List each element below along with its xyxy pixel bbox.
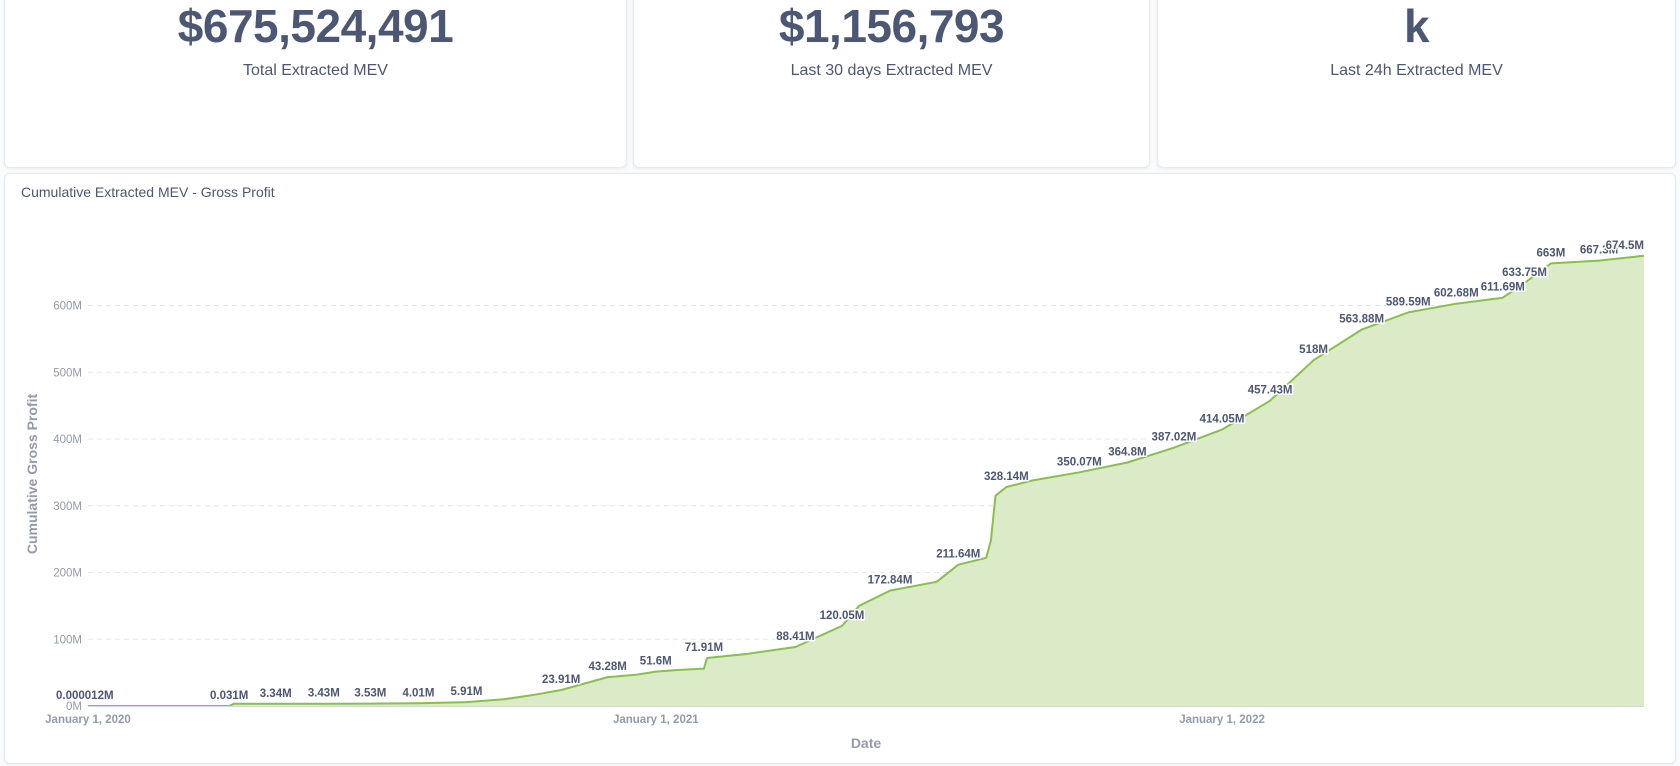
chart-title[interactable]: Cumulative Extracted MEV - Gross Profit — [21, 184, 275, 200]
y-tick-label: 600M — [53, 301, 82, 313]
cumulative-mev-chart[interactable]: 0M 100M 200M 300M 400M 500M 600M January 1, 20… — [5, 174, 1677, 765]
data-label: 414.05M — [1200, 414, 1245, 426]
data-label: 674.5M — [1606, 240, 1644, 252]
data-label: 518M — [1299, 344, 1328, 356]
data-label: 457.43M — [1248, 385, 1293, 397]
stat-card-24h[interactable]: k Last 24h Extracted MEV — [1157, 0, 1676, 168]
data-label: 387.02M — [1152, 432, 1197, 444]
data-label: 172.84M — [868, 575, 913, 587]
y-tick-label: 500M — [53, 367, 82, 379]
y-tick-label: 300M — [53, 501, 82, 513]
data-label: 633.75M — [1502, 267, 1547, 279]
x-tick-label: January 1, 2020 — [45, 714, 131, 726]
cumulative-area[interactable] — [88, 255, 1644, 707]
data-label: 0.031M — [210, 690, 248, 702]
data-label: 23.91M — [542, 674, 580, 686]
data-label: 4.01M — [402, 687, 434, 699]
data-label: 5.91M — [451, 686, 483, 698]
stat-card-30-days[interactable]: $1,156,793 Last 30 days Extracted MEV — [633, 0, 1150, 168]
data-label: 589.59M — [1386, 296, 1431, 308]
data-label: 43.28M — [589, 661, 627, 673]
y-tick-label: 100M — [53, 634, 82, 646]
total-mev-label: Total Extracted MEV — [243, 62, 388, 79]
x-tick-label: January 1, 2021 — [613, 714, 699, 726]
y-tick-label: 200M — [53, 568, 82, 580]
data-label: 364.8M — [1108, 446, 1146, 458]
cumulative-line[interactable] — [88, 254, 1645, 707]
data-label: 563.88M — [1339, 314, 1384, 326]
y-axis-title: Cumulative Gross Profit — [24, 394, 40, 555]
last-24h-mev-value: k — [1403, 0, 1430, 52]
last-30-days-mev-value: $1,156,793 — [778, 0, 1005, 52]
data-label: 663M — [1537, 247, 1566, 259]
y-axis-ticks: 0M 100M 200M 300M 400M 500M 600M — [53, 301, 82, 714]
y-tick-label: 0M — [66, 701, 82, 713]
data-label: 51.6M — [640, 656, 672, 668]
x-tick-label: January 1, 2022 — [1179, 714, 1265, 726]
total-mev-value: $675,524,491 — [177, 0, 454, 52]
stat-card-total[interactable]: $675,524,491 Total Extracted MEV — [4, 0, 627, 168]
data-label: 611.69M — [1481, 282, 1525, 294]
x-axis-title: Date — [851, 735, 882, 751]
data-label: 350.07M — [1057, 456, 1102, 468]
data-label: 3.34M — [260, 688, 292, 700]
data-label: 328.14M — [984, 471, 1029, 483]
y-tick-label: 400M — [53, 434, 82, 446]
data-label: 211.64M — [936, 549, 980, 561]
data-label: 602.68M — [1434, 288, 1479, 300]
data-label: 0.000012M — [56, 690, 114, 702]
last-30-days-mev-label: Last 30 days Extracted MEV — [790, 62, 993, 79]
data-label: 3.43M — [308, 688, 340, 700]
x-axis-ticks: January 1, 2020 January 1, 2021 January 1,… — [45, 714, 1265, 726]
data-label: 3.53M — [354, 688, 386, 700]
data-label: 71.91M — [685, 642, 723, 654]
data-labels: 0.000012M 0.031M 3.34M 3.43M 3.53M 4.01M 5.91M… — [55, 238, 1646, 703]
data-label: 667.3M — [1580, 245, 1618, 257]
data-label: 120.05M — [820, 610, 865, 622]
data-label: 88.41M — [776, 631, 814, 643]
last-24h-mev-label: Last 24h Extracted MEV — [1330, 62, 1503, 79]
cumulative-mev-chart-card[interactable]: Cumulative Extracted MEV - Gross Profit … — [4, 173, 1676, 764]
